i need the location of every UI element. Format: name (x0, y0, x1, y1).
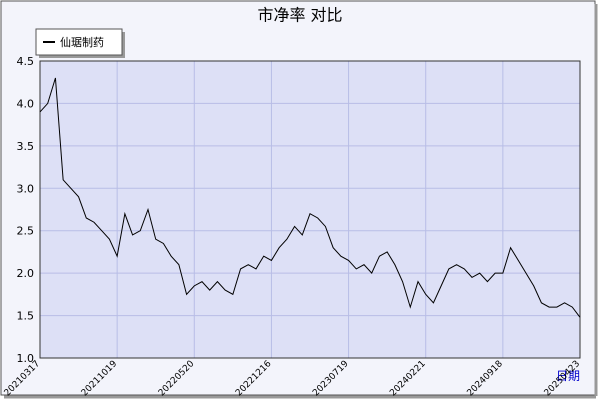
line (39, 77, 581, 318)
y-tick-label: 2.5 (17, 225, 35, 238)
y-tick-label: 3.0 (17, 182, 35, 195)
y-tick-label: 3.5 (17, 140, 35, 153)
legend-label: 仙琚制药 (60, 36, 104, 49)
y-tick-label: 4.0 (17, 97, 35, 110)
y-tick-label: 1.0 (17, 352, 35, 365)
axis-box (39, 60, 581, 359)
y-tick-label: 2.0 (17, 267, 35, 280)
y-tick-label: 4.5 (17, 55, 35, 68)
y-tick-label: 1.5 (17, 310, 35, 323)
plot-area (40, 61, 580, 358)
chart-title: 市净率 对比 (257, 6, 342, 25)
x-axis-label: 日期 (556, 369, 580, 383)
